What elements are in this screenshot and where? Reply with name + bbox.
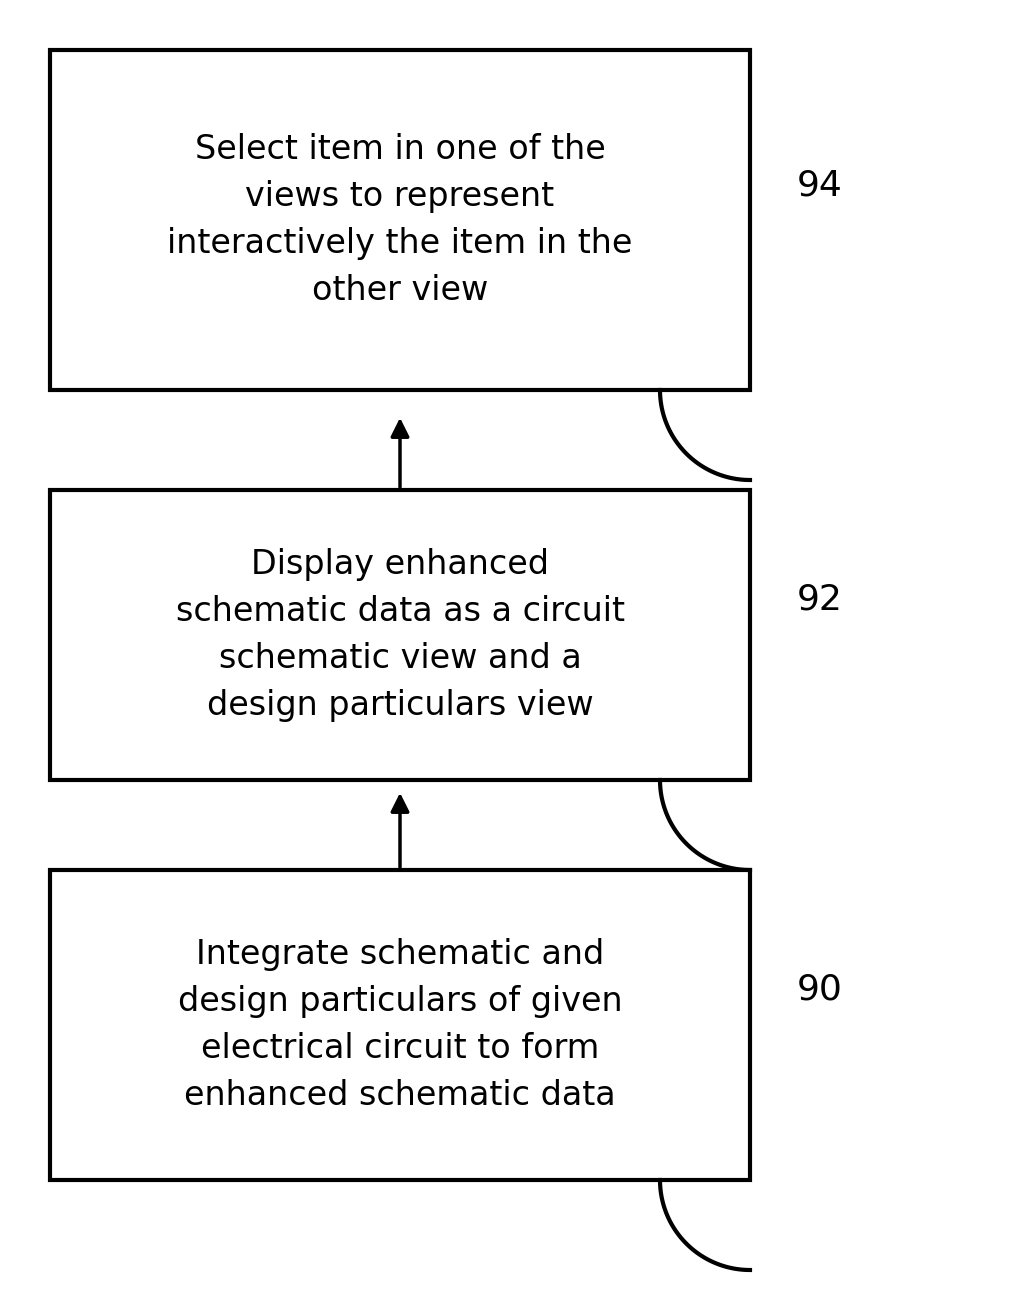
Text: 90: 90 (797, 973, 843, 1007)
Text: 94: 94 (797, 168, 843, 202)
Text: Integrate schematic and
design particulars of given
electrical circuit to form
e: Integrate schematic and design particula… (178, 938, 623, 1112)
Text: Display enhanced
schematic data as a circuit
schematic view and a
design particu: Display enhanced schematic data as a cir… (176, 548, 625, 722)
Bar (50, 50, 750, 390)
Bar (50, 490, 750, 779)
Text: Select item in one of the
views to represent
interactively the item in the
other: Select item in one of the views to repre… (167, 132, 633, 308)
Text: 92: 92 (797, 583, 843, 617)
Bar (50, 870, 750, 1180)
